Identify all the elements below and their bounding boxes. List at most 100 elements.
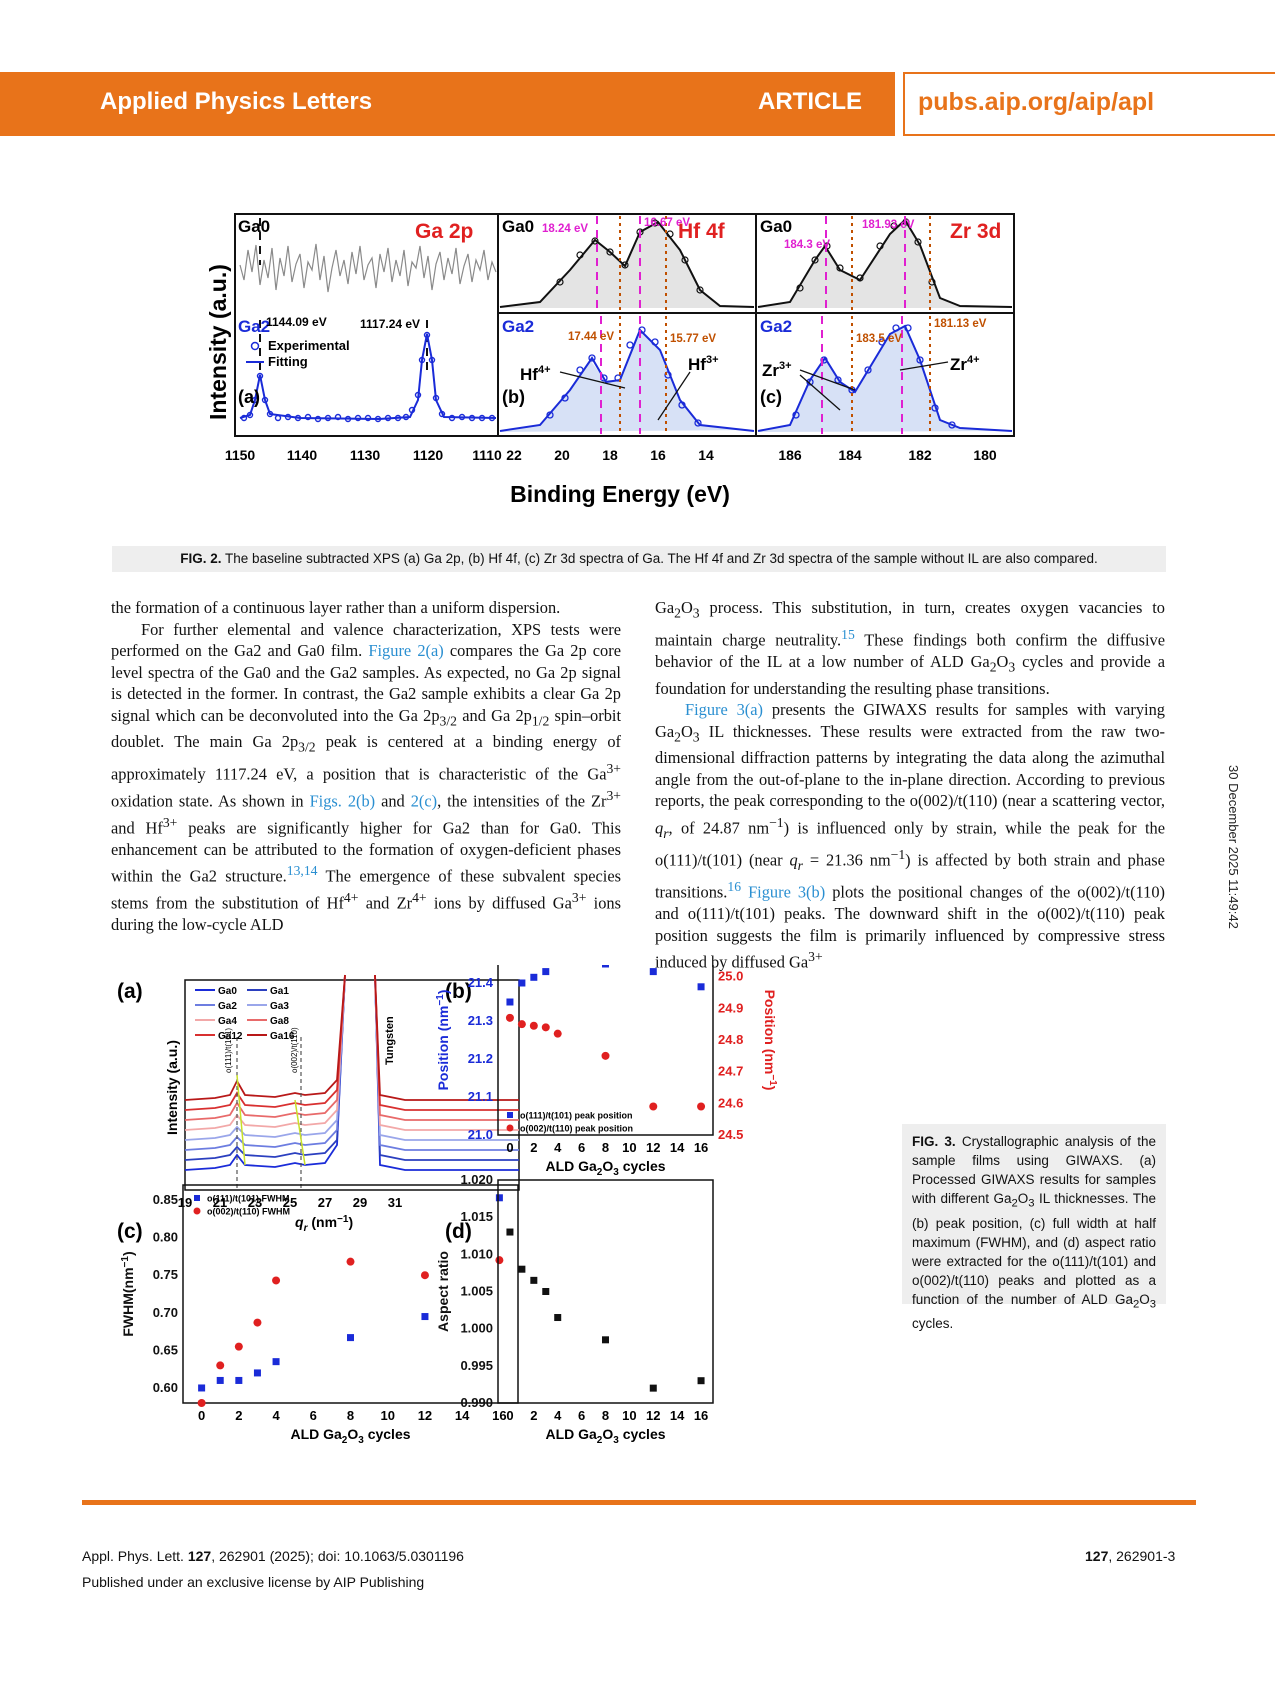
ref-fig-2c[interactable]: 2(c) xyxy=(410,791,438,811)
c-xtick: 2 xyxy=(235,1408,242,1423)
fig2-b-species2: Hf3+ xyxy=(688,354,719,374)
fig2-tick-a1: 1140 xyxy=(287,447,318,463)
fig2-b-top-e1: 18.24 eV xyxy=(542,223,588,235)
journal-title: Applied Physics Letters xyxy=(100,88,373,115)
ref-figure-3a[interactable]: Figure 3(a) xyxy=(685,700,764,720)
fig3-a-ylabel: Intensity (a.u.) xyxy=(164,1040,180,1135)
b-legend-marker xyxy=(506,1124,514,1132)
svg-text:Ga1: Ga1 xyxy=(270,986,289,997)
ref-figure-3b[interactable]: Figure 3(b) xyxy=(748,882,826,902)
fig2-tick-c3: 180 xyxy=(973,447,997,463)
b-point-series1 xyxy=(649,1102,658,1111)
b-point-series0 xyxy=(518,979,526,987)
fig2-tick-a3: 1120 xyxy=(413,447,444,463)
b-ytick-left: 21.0 xyxy=(468,1127,493,1142)
footer-rule xyxy=(82,1500,1196,1505)
ref-16[interactable]: 16 xyxy=(727,879,742,895)
fig3-c-label: (c) xyxy=(117,1220,143,1243)
b-ylabel-left: Position (nm−1) xyxy=(435,990,451,1091)
fig2-b-bot-e2: 15.77 eV xyxy=(670,333,716,345)
right-paragraph-1: Ga2O3 process. This substitution, in tur… xyxy=(655,598,1165,698)
d-point-series0 xyxy=(554,1314,562,1322)
fig2-a-title: Ga 2p xyxy=(415,220,473,243)
d-ytick-left: 0.995 xyxy=(460,1358,493,1373)
d-point-series0 xyxy=(649,1384,657,1392)
c-legend-label: o(111)/t(101) FWHM xyxy=(207,1194,290,1204)
journal-url-link[interactable]: pubs.aip.org/aip/apl xyxy=(918,88,1155,116)
fig2-tick-b1: 20 xyxy=(554,447,570,463)
fig2-x-label: Binding Energy (eV) xyxy=(510,481,730,507)
b-point-series1 xyxy=(601,1051,610,1060)
d-point-series0 xyxy=(530,1276,538,1284)
d-plot-frame xyxy=(497,1179,714,1404)
journal-url-box xyxy=(903,72,1275,136)
download-timestamp: 30 December 2025 11:49:42 xyxy=(1226,765,1241,929)
fig3-d-label: (d) xyxy=(445,1220,472,1243)
c-point-series0 xyxy=(253,1369,261,1377)
c-point-series0 xyxy=(347,1334,354,1342)
c-ytick-left: 0.80 xyxy=(153,1230,178,1245)
fig2-ga0-noise-trace xyxy=(239,243,497,293)
fig2-b-bot-e1: 17.44 eV xyxy=(568,331,614,343)
svg-text:29: 29 xyxy=(353,1195,367,1210)
fig3-a-label: (a) xyxy=(117,980,143,1003)
fig3-a-frame xyxy=(184,979,520,1191)
b-legend-label: o(002)/t(110) peak position xyxy=(520,1124,633,1134)
ref-figure-2a[interactable]: Figure 2(a) xyxy=(368,641,444,660)
fig2-c-bottom-fit xyxy=(757,324,1013,432)
fig2-c-top-e2: 181.93 eV xyxy=(862,219,915,231)
fig2-a-label: (a) xyxy=(238,387,260,407)
fig2-tick-a2: 1130 xyxy=(350,447,381,463)
b-xlabel: ALD Ga2O3 cycles xyxy=(545,1158,665,1178)
c-point-series1 xyxy=(346,1257,355,1266)
c-ytick-left: 0.70 xyxy=(153,1305,178,1320)
d-xtick: 6 xyxy=(578,1408,585,1423)
b-legend-label: o(111)/t(101) peak position xyxy=(520,1111,633,1121)
fig2-c-species1: Zr3+ xyxy=(762,360,792,380)
svg-text:Ga0: Ga0 xyxy=(218,986,237,997)
b-point-series0 xyxy=(649,968,657,976)
b-ytick-right: 25.0 xyxy=(718,969,743,984)
fig2-tick-b3: 16 xyxy=(650,447,666,463)
fig2-c-bot-e2: 181.13 eV xyxy=(934,318,987,330)
fig3-a-peak2: o(002)/t(110) xyxy=(290,1027,299,1073)
c-xtick: 10 xyxy=(380,1408,394,1423)
b-legend-marker xyxy=(507,1112,513,1118)
ref-13-14[interactable]: 13,14 xyxy=(286,863,318,879)
b-ytick-right: 24.7 xyxy=(718,1064,743,1079)
d-point-series0 xyxy=(602,1336,609,1344)
left-paragraph-1: the formation of a continuous layer rath… xyxy=(111,598,561,617)
footer-citation: Appl. Phys. Lett. 127, 262901 (2025); do… xyxy=(82,1548,464,1564)
d-xtick: 4 xyxy=(554,1408,562,1423)
b-xtick: 10 xyxy=(622,1140,636,1155)
svg-text:25: 25 xyxy=(283,1195,297,1210)
b-point-series1 xyxy=(517,1020,526,1029)
c-ytick-left: 0.85 xyxy=(153,1192,178,1207)
fig3-chart-d: 0 2 4 6 8 10 12 14 16 ALD Ga2O3 cycles 0.990 0.995 1… xyxy=(435,1172,714,1446)
d-point-series0 xyxy=(506,1228,514,1236)
d-ytick-left: 1.020 xyxy=(460,1172,493,1187)
b-plot-frame xyxy=(497,965,714,1136)
c-xtick: 16 xyxy=(492,1408,506,1423)
fig2-b-top-fit xyxy=(499,220,755,308)
d-ytick-left: 0.990 xyxy=(460,1395,493,1410)
c-legend-marker xyxy=(193,1207,201,1215)
header-bar xyxy=(0,72,895,136)
fig2-caption-label: FIG. 2. xyxy=(180,551,222,566)
figure-2-caption: FIG. 2. The baseline subtracted XPS (a) … xyxy=(112,546,1166,572)
b-point-series1 xyxy=(529,1021,538,1030)
svg-text:21: 21 xyxy=(213,1195,227,1210)
c-point-series1 xyxy=(272,1276,281,1285)
ref-15[interactable]: 15 xyxy=(841,626,855,642)
svg-text:19: 19 xyxy=(178,1195,192,1210)
c-ytick-left: 0.60 xyxy=(153,1380,178,1395)
b-ytick-left: 21.1 xyxy=(468,1089,493,1104)
d-point-series0 xyxy=(518,1265,526,1273)
c-ylabel-left: FWHM(nm−1) xyxy=(120,1251,136,1336)
d-xtick: 10 xyxy=(622,1408,636,1423)
b-point-series0 xyxy=(602,965,609,968)
ref-figs-2b[interactable]: Figs. 2(b) xyxy=(309,791,376,811)
fig2-c-top-sample: Ga0 xyxy=(760,217,792,236)
fig2-c-species2: Zr4+ xyxy=(950,354,980,374)
fig2-c-top-fit xyxy=(757,218,1013,308)
